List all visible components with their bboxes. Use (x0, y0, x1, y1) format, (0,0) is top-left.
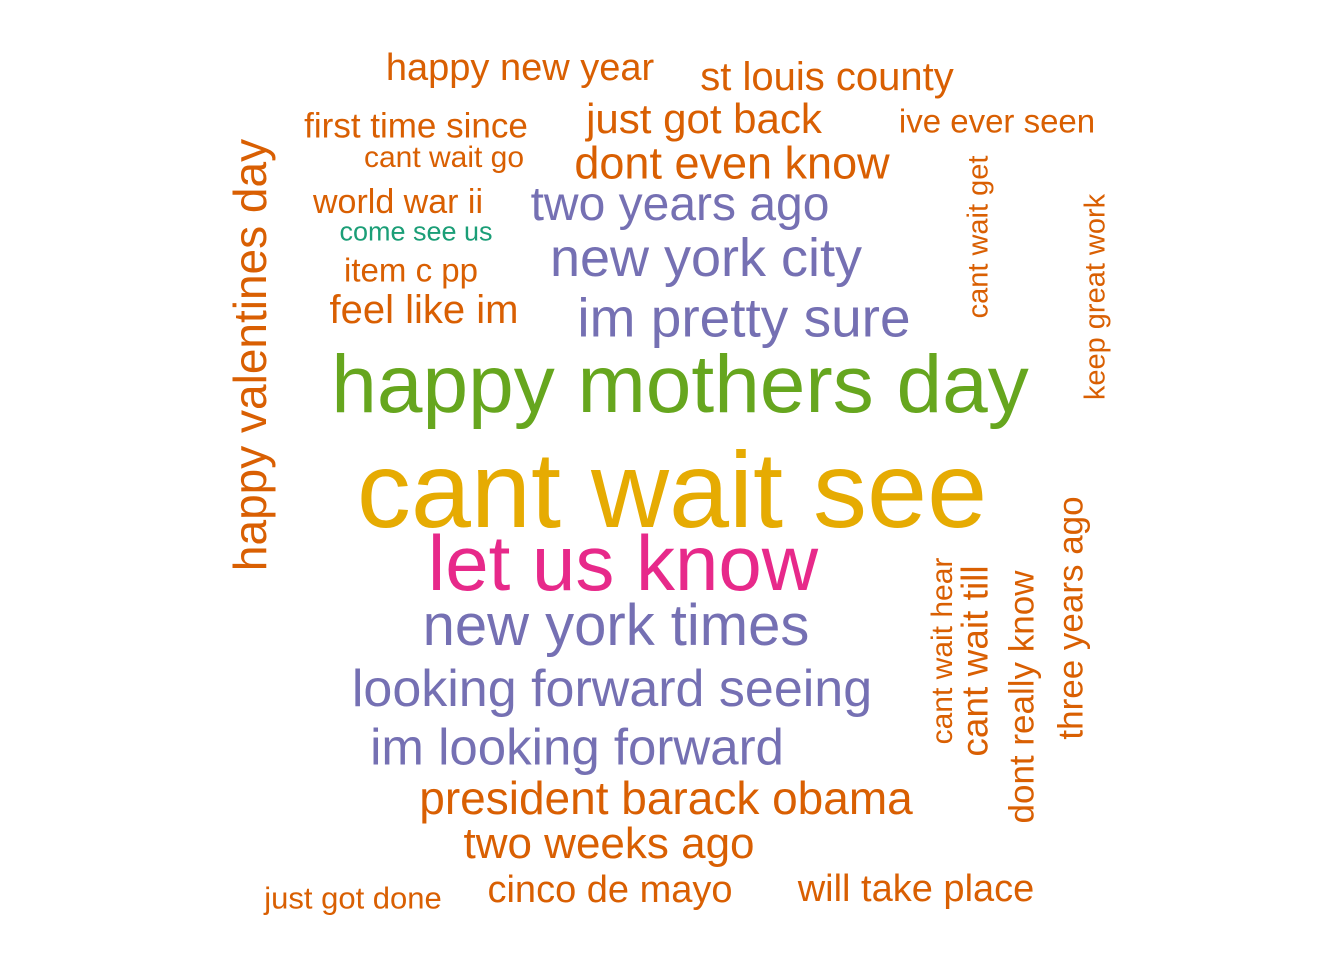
word-two-years-ago: two years ago (530, 178, 830, 231)
word-im-looking-forward: im looking forward (370, 718, 784, 776)
word-world-war-ii: world war ii (312, 183, 484, 221)
word-happy-mothers-day: happy mothers day (331, 339, 1029, 430)
word-feel-like-im: feel like im (329, 288, 519, 332)
word-cinco-de-mayo: cinco de mayo (487, 869, 733, 911)
word-keep-great-work: keep great work (1079, 193, 1112, 401)
word-cant-wait-get: cant wait get (962, 155, 995, 319)
word-new-york-times: new york times (422, 593, 810, 658)
word-item-c-pp: item c pp (344, 251, 478, 289)
word-come-see-us: come see us (339, 216, 493, 247)
word-dont-really-know: dont really know (1002, 570, 1042, 824)
word-two-weeks-ago: two weeks ago (463, 819, 755, 868)
word-let-us-know: let us know (427, 519, 819, 607)
word-looking-forward-seeing: looking forward seeing (351, 660, 873, 718)
word-st-louis-county: st louis county (700, 55, 954, 99)
word-new-york-city: new york city (549, 228, 863, 288)
word-first-time-since: first time since (304, 106, 528, 146)
word-happy-valentines-day: happy valentines day (224, 138, 276, 572)
word-three-years-ago: three years ago (1051, 496, 1091, 740)
word-just-got-done: just got done (264, 880, 442, 916)
word-cant-wait-go: cant wait go (363, 141, 525, 174)
word-president-barack-obama: president barack obama (419, 772, 913, 824)
word-cant-wait-see: cant wait see (356, 429, 988, 550)
word-ive-ever-seen: ive ever seen (898, 102, 1096, 140)
word-dont-even-know: dont even know (574, 137, 890, 189)
word-happy-new-year: happy new year (385, 47, 655, 89)
word-im-pretty-sure: im pretty sure (577, 286, 911, 349)
word-cant-wait-till: cant wait till (954, 565, 996, 757)
word-cant-wait-hear: cant wait hear (926, 557, 959, 745)
word-just-got-back: just got back (586, 95, 822, 142)
word-will-take-place: will take place (797, 868, 1035, 910)
